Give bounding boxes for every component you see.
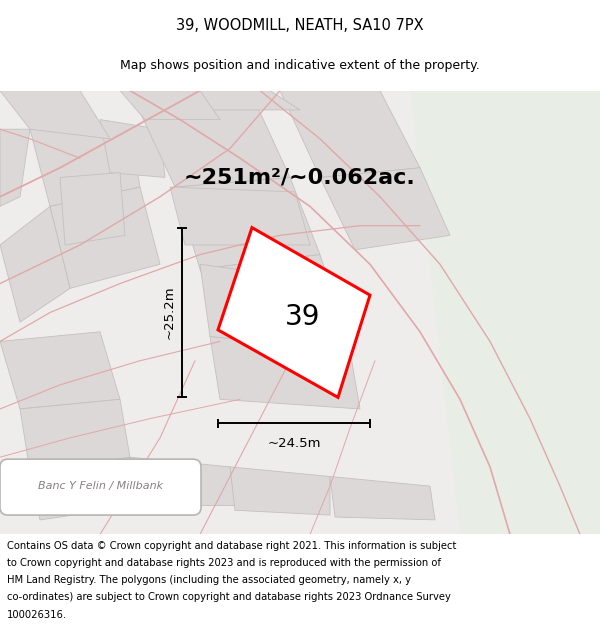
Polygon shape bbox=[200, 254, 345, 341]
Polygon shape bbox=[50, 187, 160, 288]
Polygon shape bbox=[30, 129, 140, 206]
Text: Banc Y Felin / Millbank: Banc Y Felin / Millbank bbox=[38, 481, 163, 491]
Text: HM Land Registry. The polygons (including the associated geometry, namely x, y: HM Land Registry. The polygons (includin… bbox=[7, 575, 411, 585]
Text: ~251m²/~0.062ac.: ~251m²/~0.062ac. bbox=[184, 168, 416, 187]
Polygon shape bbox=[130, 91, 290, 187]
Polygon shape bbox=[410, 91, 600, 534]
Polygon shape bbox=[0, 332, 120, 409]
Polygon shape bbox=[230, 467, 330, 515]
Text: co-ordinates) are subject to Crown copyright and database rights 2023 Ordnance S: co-ordinates) are subject to Crown copyr… bbox=[7, 592, 451, 602]
Text: ~24.5m: ~24.5m bbox=[267, 437, 321, 450]
Polygon shape bbox=[30, 458, 140, 520]
Polygon shape bbox=[0, 129, 30, 206]
Text: ~25.2m: ~25.2m bbox=[163, 286, 176, 339]
Polygon shape bbox=[218, 228, 370, 398]
Text: 100026316.: 100026316. bbox=[7, 609, 67, 619]
Polygon shape bbox=[0, 206, 70, 322]
Polygon shape bbox=[330, 476, 435, 520]
Polygon shape bbox=[320, 168, 450, 250]
Text: Contains OS data © Crown copyright and database right 2021. This information is : Contains OS data © Crown copyright and d… bbox=[7, 541, 457, 551]
Polygon shape bbox=[175, 177, 320, 269]
Polygon shape bbox=[20, 399, 130, 472]
Text: to Crown copyright and database rights 2023 and is reproduced with the permissio: to Crown copyright and database rights 2… bbox=[7, 558, 441, 568]
Polygon shape bbox=[130, 458, 235, 506]
Text: 39, WOODMILL, NEATH, SA10 7PX: 39, WOODMILL, NEATH, SA10 7PX bbox=[176, 18, 424, 33]
Polygon shape bbox=[60, 173, 125, 245]
Text: Map shows position and indicative extent of the property.: Map shows position and indicative extent… bbox=[120, 59, 480, 72]
Polygon shape bbox=[280, 91, 420, 178]
Polygon shape bbox=[150, 91, 300, 110]
FancyBboxPatch shape bbox=[0, 459, 201, 515]
Polygon shape bbox=[170, 187, 310, 245]
Polygon shape bbox=[210, 337, 360, 409]
Polygon shape bbox=[0, 91, 110, 139]
Polygon shape bbox=[120, 91, 220, 119]
Polygon shape bbox=[100, 119, 165, 178]
Polygon shape bbox=[200, 264, 350, 351]
Text: 39: 39 bbox=[285, 303, 320, 331]
